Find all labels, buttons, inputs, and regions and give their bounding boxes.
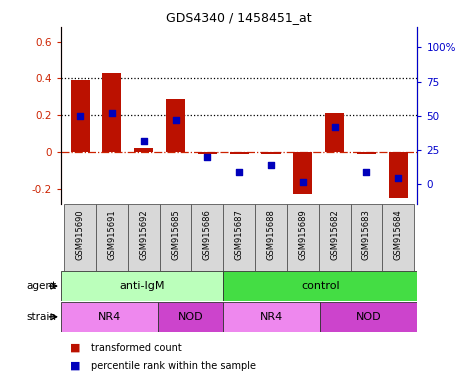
Bar	[159, 204, 191, 271]
Text: NR4: NR4	[260, 312, 283, 322]
Bar	[255, 204, 287, 271]
Bar	[382, 204, 414, 271]
Text: GSM915683: GSM915683	[362, 209, 371, 260]
Bar	[223, 271, 417, 301]
Bar	[61, 271, 223, 301]
Text: strain: strain	[26, 312, 56, 322]
Point	[331, 124, 339, 130]
Point	[235, 169, 243, 175]
Text: GSM915686: GSM915686	[203, 209, 212, 260]
Text: GSM915691: GSM915691	[107, 209, 116, 260]
Bar	[70, 80, 90, 152]
Text: NR4: NR4	[98, 312, 121, 322]
Text: agent: agent	[26, 281, 56, 291]
Bar	[191, 204, 223, 271]
Point	[363, 169, 370, 175]
Text: GSM915688: GSM915688	[266, 209, 275, 260]
Bar	[287, 204, 319, 271]
Bar	[320, 302, 417, 331]
Bar	[198, 152, 217, 154]
Text: transformed count: transformed count	[91, 343, 182, 353]
Bar	[134, 148, 153, 152]
Point	[76, 113, 84, 119]
Text: GSM915692: GSM915692	[139, 209, 148, 260]
Point	[108, 110, 116, 116]
Text: GSM915682: GSM915682	[330, 209, 339, 260]
Point	[267, 162, 275, 168]
Text: NOD: NOD	[178, 312, 204, 322]
Point	[394, 174, 402, 180]
Point	[299, 179, 307, 185]
Text: GSM915687: GSM915687	[234, 209, 244, 260]
Bar	[64, 204, 96, 271]
Text: GSM915685: GSM915685	[171, 209, 180, 260]
Bar	[325, 113, 344, 152]
Bar	[350, 204, 382, 271]
Bar	[166, 99, 185, 152]
Text: percentile rank within the sample: percentile rank within the sample	[91, 361, 257, 371]
Point	[172, 117, 179, 123]
Bar	[230, 152, 249, 154]
Bar	[223, 302, 320, 331]
Bar	[128, 204, 159, 271]
Text: GSM915689: GSM915689	[298, 209, 307, 260]
Text: GSM915684: GSM915684	[394, 209, 403, 260]
Text: GSM915690: GSM915690	[76, 209, 84, 260]
Text: anti-IgM: anti-IgM	[119, 281, 165, 291]
Bar	[102, 73, 121, 152]
Bar	[293, 152, 312, 194]
Point	[204, 154, 211, 160]
Bar	[158, 302, 223, 331]
Text: control: control	[301, 281, 340, 291]
Bar	[357, 152, 376, 154]
Text: NOD: NOD	[356, 312, 382, 322]
Point	[140, 137, 147, 144]
Bar	[389, 152, 408, 198]
Bar	[261, 152, 280, 154]
Bar	[96, 204, 128, 271]
Bar	[61, 302, 158, 331]
Bar	[223, 204, 255, 271]
Bar	[319, 204, 350, 271]
Text: ■: ■	[70, 343, 81, 353]
Text: ■: ■	[70, 361, 81, 371]
Title: GDS4340 / 1458451_at: GDS4340 / 1458451_at	[166, 11, 312, 24]
